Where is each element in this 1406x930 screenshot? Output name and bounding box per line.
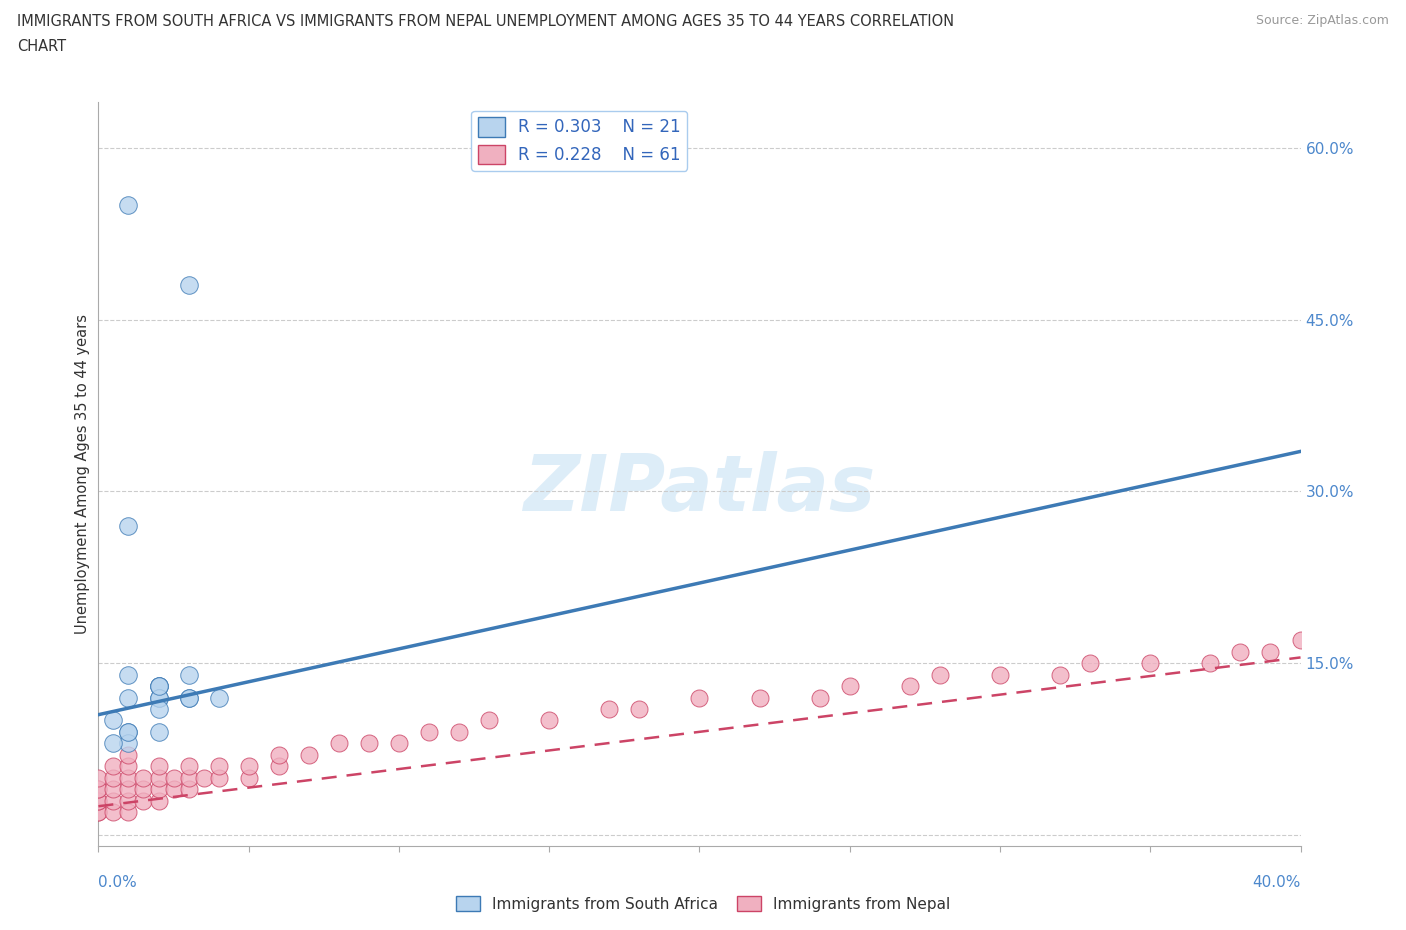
Point [87,781,110,796]
Text: Source: ZipAtlas.com: Source: ZipAtlas.com [1256,14,1389,27]
Point [117,518,139,533]
Point [808,690,831,705]
Point [1139,656,1161,671]
Point [328,736,350,751]
Point [538,713,561,728]
Point [103,781,125,796]
Point [148,679,170,694]
Point [87,804,110,819]
Point [117,690,139,705]
Y-axis label: Unemployment Among Ages 35 to 44 years: Unemployment Among Ages 35 to 44 years [75,314,90,634]
Point [87,770,110,785]
Point [267,748,290,763]
Text: CHART: CHART [17,39,66,54]
Point [208,690,231,705]
Point [162,770,184,785]
Point [1260,644,1282,659]
Point [838,679,860,694]
Point [162,781,184,796]
Point [87,781,110,796]
Point [103,736,125,751]
Point [148,690,170,705]
Text: ZIPatlas: ZIPatlas [523,451,876,527]
Point [117,759,139,774]
Point [148,690,170,705]
Point [117,724,139,739]
Point [177,278,200,293]
Point [447,724,470,739]
Point [132,793,155,808]
Point [418,724,440,739]
Point [87,793,110,808]
Point [748,690,770,705]
Point [103,793,125,808]
Point [148,679,170,694]
Point [117,667,139,682]
Point [117,724,139,739]
Point [688,690,710,705]
Point [898,679,921,694]
Point [357,736,380,751]
Point [388,736,411,751]
Point [117,804,139,819]
Point [1049,667,1071,682]
Point [148,724,170,739]
Point [177,690,200,705]
Point [103,759,125,774]
Point [298,748,321,763]
Point [148,679,170,694]
Point [87,804,110,819]
Point [117,748,139,763]
Text: 0.0%: 0.0% [98,875,138,890]
Point [177,667,200,682]
Text: IMMIGRANTS FROM SOUTH AFRICA VS IMMIGRANTS FROM NEPAL UNEMPLOYMENT AMONG AGES 35: IMMIGRANTS FROM SOUTH AFRICA VS IMMIGRAN… [17,14,955,29]
Point [87,793,110,808]
Point [132,781,155,796]
Point [193,770,215,785]
Legend: Immigrants from South Africa, Immigrants from Nepal: Immigrants from South Africa, Immigrants… [450,889,956,918]
Point [628,701,651,716]
Point [148,793,170,808]
Point [177,759,200,774]
Point [988,667,1011,682]
Point [103,770,125,785]
Point [117,736,139,751]
Point [148,701,170,716]
Point [117,793,139,808]
Point [177,781,200,796]
Point [1229,644,1251,659]
Point [929,667,952,682]
Point [177,690,200,705]
Point [238,770,260,785]
Point [148,759,170,774]
Point [267,759,290,774]
Point [117,198,139,213]
Legend: R = 0.303    N = 21, R = 0.228    N = 61: R = 0.303 N = 21, R = 0.228 N = 61 [471,111,688,171]
Point [148,770,170,785]
Point [1199,656,1222,671]
Point [238,759,260,774]
Point [1289,632,1312,647]
Point [208,770,231,785]
Point [132,770,155,785]
Point [478,713,501,728]
Point [598,701,620,716]
Text: 40.0%: 40.0% [1253,875,1301,890]
Point [208,759,231,774]
Point [103,713,125,728]
Point [148,781,170,796]
Point [117,781,139,796]
Point [177,770,200,785]
Point [117,770,139,785]
Point [1078,656,1101,671]
Point [103,804,125,819]
